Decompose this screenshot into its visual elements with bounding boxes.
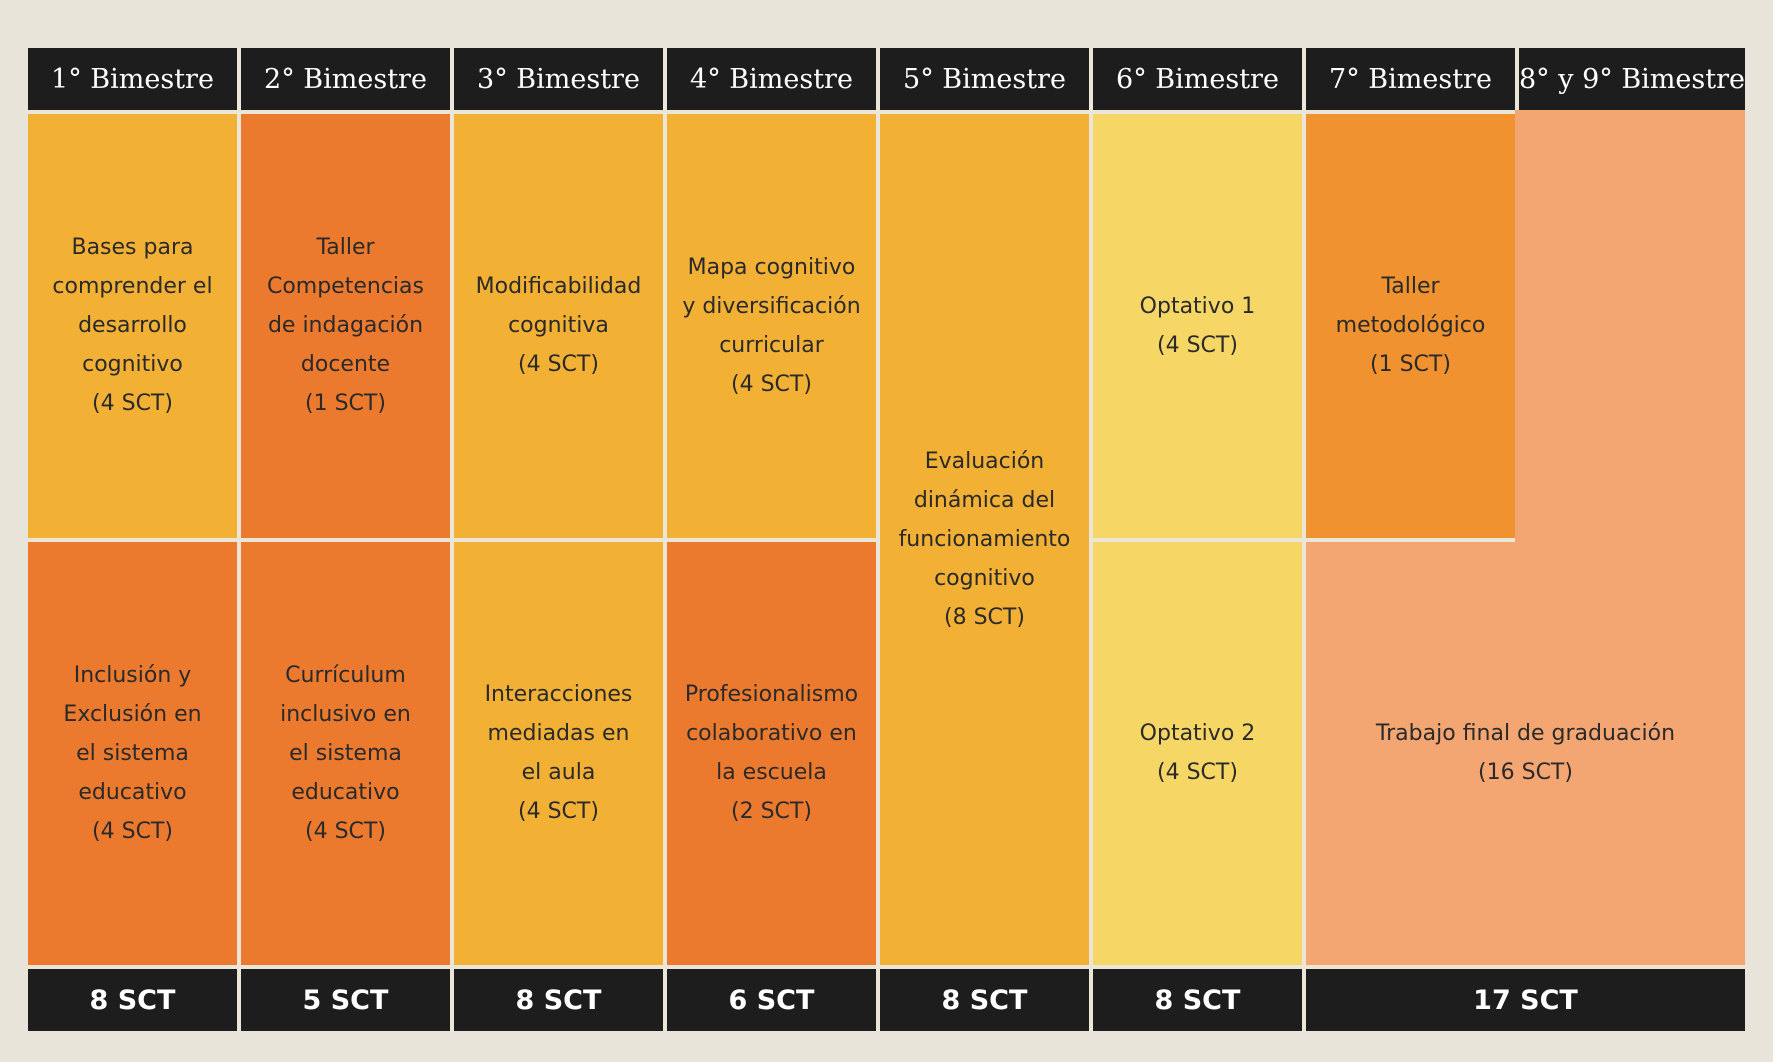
- header-bimestre-1: 1° Bimestre: [28, 48, 237, 110]
- course-credits: (4 SCT): [92, 391, 173, 417]
- header-bimestre-5: 5° Bimestre: [879, 48, 1089, 110]
- course-title-line: Interacciones: [484, 682, 633, 708]
- course-title-line: desarrollo: [78, 313, 187, 339]
- course-cell: Profesionalismo colaborativo en la escuela…: [666, 541, 876, 965]
- final-project-extension: [1514, 110, 1745, 542]
- course-title-line: funcionamiento: [898, 527, 1071, 552]
- total-bimestre-2: 5 SCT: [240, 969, 450, 1031]
- course-title-line: Currículum: [285, 662, 406, 688]
- header-bimestre-7: 7° Bimestre: [1305, 48, 1515, 110]
- course-title-line: mediadas en: [487, 721, 630, 747]
- course-title-line: el aula: [521, 760, 596, 786]
- course-title-line: inclusivo en: [280, 701, 411, 727]
- course-cell-final-project: Trabajo final de graduación (16 SCT): [1305, 541, 1745, 965]
- course-cell: Taller metodológico (1 SCT): [1305, 114, 1515, 538]
- course-title-line: Modificabilidad: [475, 274, 642, 300]
- header-bimestre-2: 2° Bimestre: [240, 48, 450, 110]
- course-title-line: metodológico: [1335, 313, 1486, 339]
- course-title-line: Competencias: [266, 274, 424, 300]
- header-bimestre-6: 6° Bimestre: [1092, 48, 1302, 110]
- course-credits: (4 SCT): [1157, 760, 1238, 786]
- course-cell: Inclusión y Exclusión en el sistema educati…: [28, 541, 237, 965]
- course-title-line: Taller: [316, 235, 375, 261]
- course-title-line: el sistema: [289, 740, 402, 766]
- course-title-line: la escuela: [716, 760, 827, 786]
- course-title-line: Bases para: [71, 235, 194, 261]
- course-title-line: Evaluación: [924, 449, 1045, 474]
- course-title-line: colaborativo en: [686, 721, 857, 747]
- course-title-line: y diversificación: [682, 293, 861, 319]
- header-bimestre-8-9: 8° y 9° Bimestre: [1518, 48, 1745, 110]
- header-bimestre-4: 4° Bimestre: [666, 48, 876, 110]
- course-title-line: Exclusión en: [63, 701, 202, 727]
- course-credits: (1 SCT): [305, 391, 386, 417]
- course-cell: Evaluación dinámica del funcionamiento cogn…: [879, 114, 1089, 965]
- header-bimestre-3: 3° Bimestre: [453, 48, 663, 110]
- total-bimestre-3: 8 SCT: [453, 969, 663, 1031]
- course-cell: Mapa cognitivo y diversificación curricula…: [666, 114, 876, 538]
- curriculum-grid: 1° Bimestre 2° Bimestre 3° Bimestre 4° B…: [28, 48, 1745, 1031]
- course-title-line: Optativo 1: [1139, 293, 1256, 319]
- course-title-line: cognitiva: [508, 313, 609, 339]
- course-credits: (4 SCT): [518, 352, 599, 378]
- course-title-line: Mapa cognitivo: [687, 254, 856, 280]
- course-title-line: dinámica del: [913, 488, 1056, 513]
- course-credits: (4 SCT): [731, 371, 812, 397]
- course-title-line: Optativo 2: [1139, 721, 1256, 747]
- course-credits: (4 SCT): [92, 818, 173, 844]
- course-title-line: cognitivo: [82, 352, 183, 378]
- course-title-line: educativo: [291, 779, 400, 805]
- course-cell: Interacciones mediadas en el aula (4 SCT): [453, 541, 663, 965]
- course-title-line: el sistema: [76, 740, 189, 766]
- course-credits: (16 SCT): [1478, 760, 1573, 786]
- total-bimestre-5: 8 SCT: [879, 969, 1089, 1031]
- course-credits: (4 SCT): [518, 799, 599, 825]
- course-title-line: docente: [300, 352, 391, 378]
- course-credits: (2 SCT): [731, 799, 812, 825]
- course-credits: (8 SCT): [944, 605, 1025, 630]
- course-cell: Optativo 1 (4 SCT): [1092, 114, 1302, 538]
- course-title-line: educativo: [78, 779, 187, 805]
- course-title-line: Profesionalismo: [684, 682, 859, 708]
- course-title-line: Trabajo final de graduación: [1375, 721, 1676, 747]
- course-title-line: de indagación: [267, 313, 424, 339]
- course-title-line: Inclusión y: [73, 662, 192, 688]
- course-title-line: cognitivo: [934, 566, 1035, 591]
- course-cell: Currículum inclusivo en el sistema educativ…: [240, 541, 450, 965]
- course-credits: (4 SCT): [1157, 332, 1238, 358]
- course-credits: (1 SCT): [1370, 352, 1451, 378]
- course-title-line: curricular: [719, 332, 824, 358]
- course-cell: Modificabilidad cognitiva (4 SCT): [453, 114, 663, 538]
- course-credits: (4 SCT): [305, 818, 386, 844]
- course-title-line: comprender el: [52, 274, 213, 300]
- total-bimestre-7-9: 17 SCT: [1305, 969, 1745, 1031]
- total-bimestre-1: 8 SCT: [28, 969, 237, 1031]
- course-cell: Taller Competencias de indagación docente (1…: [240, 114, 450, 538]
- course-cell: Optativo 2 (4 SCT): [1092, 541, 1302, 965]
- total-bimestre-6: 8 SCT: [1092, 969, 1302, 1031]
- total-bimestre-4: 6 SCT: [666, 969, 876, 1031]
- course-title-line: Taller: [1381, 274, 1440, 300]
- course-cell: Bases para comprender el desarrollo cogniti…: [28, 114, 237, 538]
